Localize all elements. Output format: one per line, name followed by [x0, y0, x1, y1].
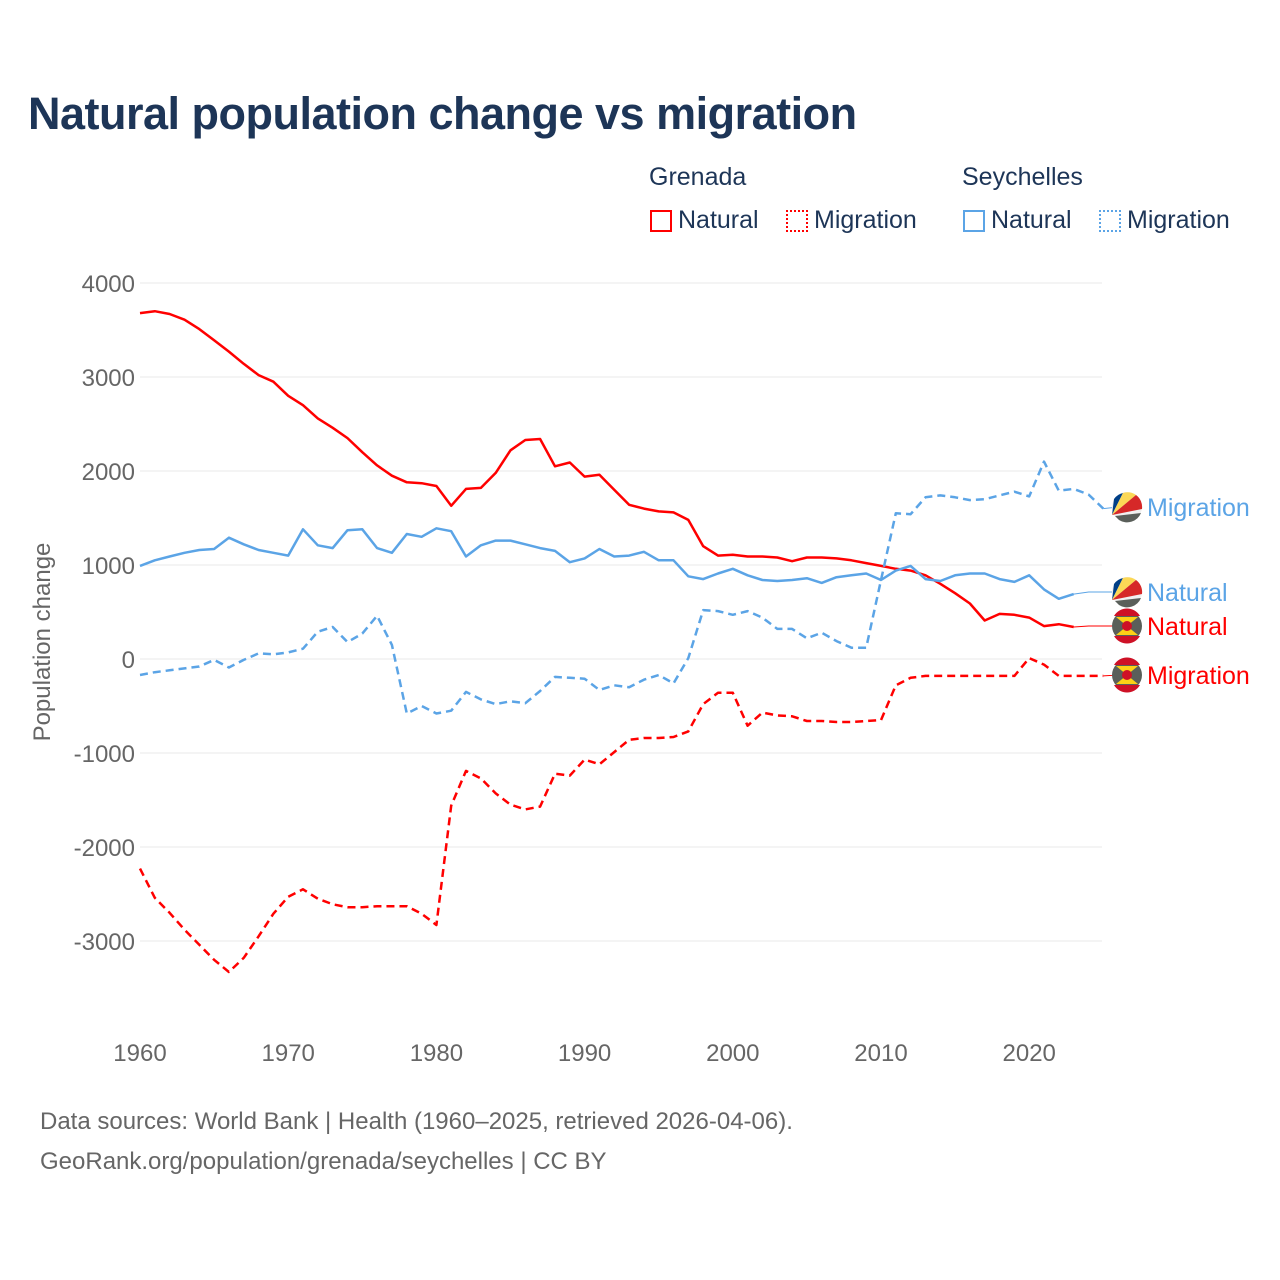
- y-tick-label: -3000: [74, 929, 135, 956]
- series-end-label: Migration: [1147, 494, 1250, 522]
- footer-url[interactable]: GeoRank.org/population/grenada/seychelle…: [40, 1148, 607, 1175]
- flag-part: [1114, 608, 1140, 644]
- legend-swatch-dotted: [1099, 209, 1121, 232]
- chart-title: Natural population change vs migration: [28, 88, 857, 139]
- series-end-label: Migration: [1147, 662, 1250, 690]
- legend-group-seychelles: Seychelles: [962, 163, 1083, 191]
- y-tick-label: -1000: [74, 741, 135, 768]
- footer-sources: Data sources: World Bank | Health (1960–…: [40, 1108, 793, 1135]
- y-tick-label: 3000: [82, 365, 135, 392]
- legend-seychelles-natural[interactable]: Natural: [963, 206, 1072, 235]
- legend-group-grenada: Grenada: [649, 163, 747, 191]
- legend-label: Natural: [991, 206, 1072, 234]
- label-connector: [1073, 591, 1112, 595]
- legend-label: Migration: [814, 206, 917, 234]
- x-tick-label: 2000: [706, 1040, 759, 1067]
- series-line-seychelles-migration: [139, 460, 1105, 715]
- flag-part: [1122, 670, 1132, 680]
- x-tick-label: 2010: [854, 1040, 907, 1067]
- flag-part: [1112, 492, 1136, 515]
- flag-part: [1112, 577, 1136, 600]
- series-end-label: Natural: [1147, 579, 1228, 607]
- series-end-label: Natural: [1147, 613, 1228, 641]
- legend-seychelles-migration[interactable]: Migration: [1099, 206, 1230, 235]
- y-tick-label: 0: [122, 647, 135, 674]
- x-tick-label: 2020: [1003, 1040, 1056, 1067]
- legend-grenada-natural[interactable]: Natural: [650, 206, 759, 235]
- legend-label: Migration: [1127, 206, 1230, 234]
- flag-part: [1122, 621, 1132, 631]
- x-tick-label: 1970: [262, 1040, 315, 1067]
- legend-swatch-solid: [963, 209, 985, 232]
- flag-part: [1112, 580, 1143, 600]
- flag-part: [1115, 598, 1141, 608]
- legend-swatch-solid: [650, 209, 672, 232]
- legend-grenada-migration[interactable]: Migration: [786, 206, 917, 235]
- legend-swatch-dotted: [786, 209, 808, 232]
- x-tick-label: 1960: [113, 1040, 166, 1067]
- series-line-seychelles-natural: [139, 527, 1075, 601]
- flag-part: [1112, 495, 1143, 515]
- y-tick-label: 1000: [82, 553, 135, 580]
- label-connector: [1073, 625, 1112, 628]
- y-tick-label: 2000: [82, 459, 135, 486]
- legend-label: Natural: [678, 206, 759, 234]
- flag-part: [1115, 513, 1141, 523]
- series-line-grenada-migration: [138, 656, 1104, 974]
- y-tick-label: -2000: [74, 835, 135, 862]
- flag-part: [1114, 657, 1140, 693]
- x-tick-label: 1990: [558, 1040, 611, 1067]
- y-tick-label: 4000: [82, 271, 135, 298]
- y-axis-label: Population change: [29, 543, 56, 742]
- x-tick-label: 1980: [410, 1040, 463, 1067]
